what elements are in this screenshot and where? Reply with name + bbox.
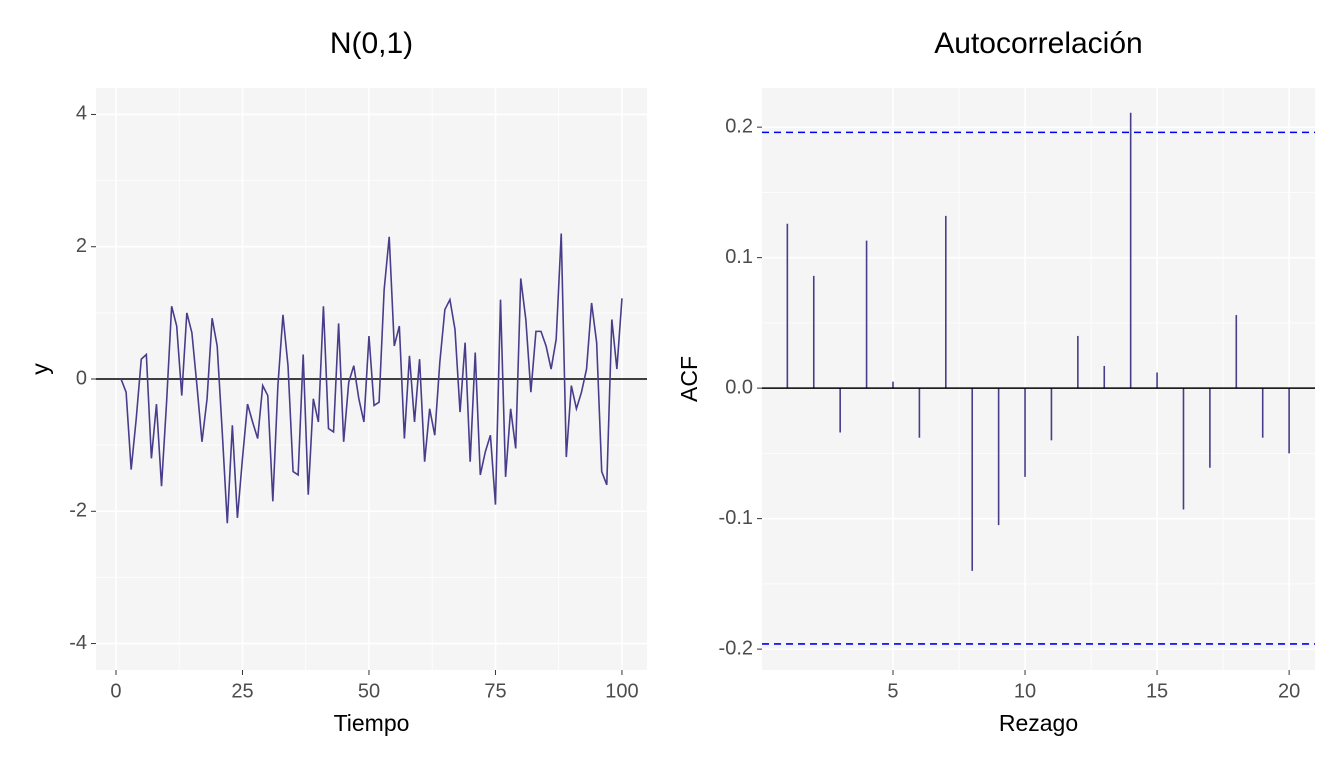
x-tick-label: 0 xyxy=(110,680,121,702)
x-tick-label: 15 xyxy=(1146,680,1168,702)
series-line xyxy=(120,233,623,524)
y-tick-label: -4 xyxy=(69,632,87,654)
panel-background xyxy=(762,88,1315,670)
x-tick-label: 25 xyxy=(231,680,253,702)
x-axis-title: Tiempo xyxy=(334,710,410,736)
x-tick-label: 50 xyxy=(358,680,380,702)
y-tick-label: 0 xyxy=(76,367,87,389)
x-tick-label: 10 xyxy=(1014,680,1036,702)
y-tick-label: 4 xyxy=(76,103,87,125)
x-tick-label: 75 xyxy=(484,680,506,702)
chart-title: N(0,1) xyxy=(330,27,413,60)
y-tick-label: -2 xyxy=(69,500,87,522)
y-tick-label: 2 xyxy=(76,235,87,257)
x-tick-label: 20 xyxy=(1278,680,1300,702)
x-tick-label: 5 xyxy=(887,680,898,702)
y-tick-label: 0.2 xyxy=(725,115,753,137)
y-axis-title: y xyxy=(27,363,53,375)
y-axis-title: ACF xyxy=(676,356,702,402)
y-tick-label: 0.1 xyxy=(725,246,753,268)
x-axis-title: Rezago xyxy=(999,710,1078,736)
y-tick-label: 0.0 xyxy=(725,376,753,398)
x-tick-label: 100 xyxy=(605,680,638,702)
y-tick-label: -0.2 xyxy=(719,637,753,659)
chart-title: Autocorrelación xyxy=(934,27,1142,60)
y-tick-label: -0.1 xyxy=(719,507,753,529)
